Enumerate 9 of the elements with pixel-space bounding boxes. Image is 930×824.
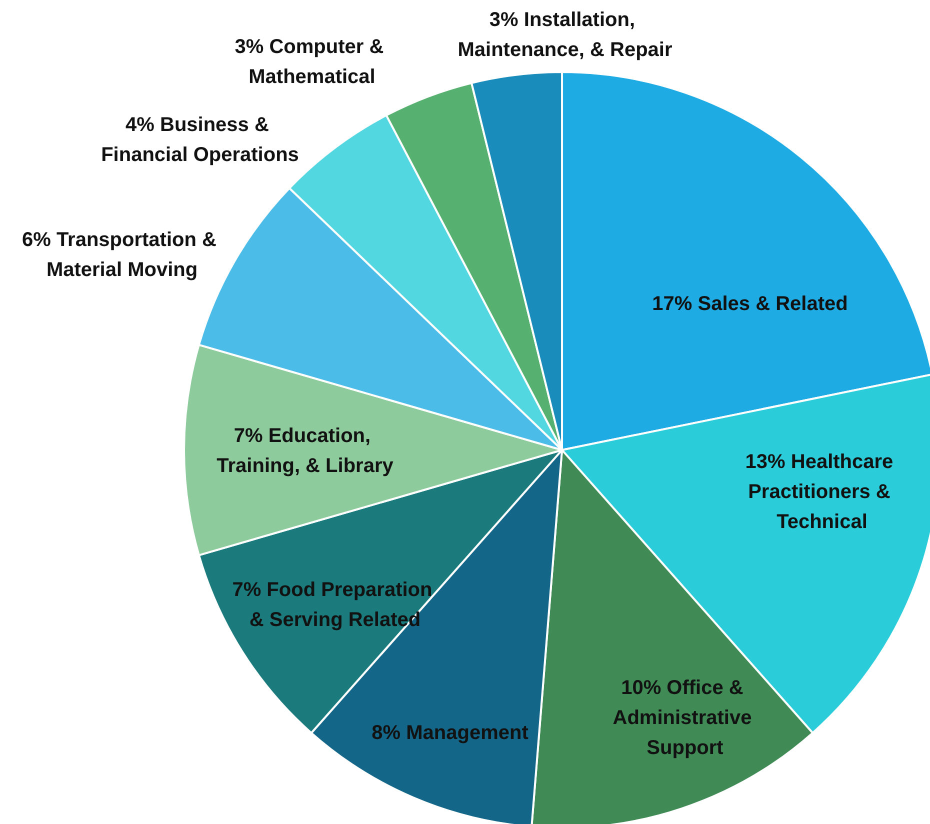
slice-label: 10% Office & Administrative Support — [612, 677, 758, 759]
slice-label: 8% Management — [372, 722, 529, 744]
slice-label: 7% Education, Training, & Library — [216, 425, 394, 477]
slice-label: 13% Healthcare Practitioners & Technical — [745, 451, 899, 533]
slice-label: 4% Business & Financial Operations — [101, 114, 299, 166]
slice-label: 3% Installation, Maintenance, & Repair — [458, 9, 672, 61]
slice-label: 3% Computer & Mathematical — [234, 36, 390, 88]
slice-label: 6% Transportation & Material Moving — [22, 229, 222, 281]
slice-label: 17% Sales & Related — [652, 293, 848, 315]
